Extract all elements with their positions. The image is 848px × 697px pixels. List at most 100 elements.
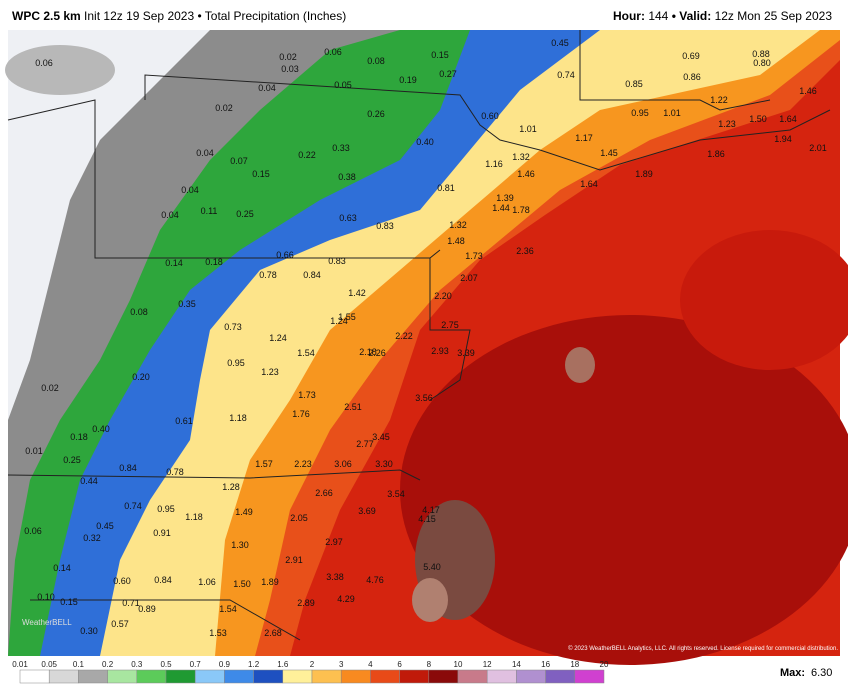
precip-label: 0.78 <box>259 270 277 280</box>
legend-swatch <box>136 669 167 684</box>
precip-label: 1.73 <box>298 390 316 400</box>
precip-label: 1.64 <box>779 114 797 124</box>
precip-label: 0.10 <box>37 592 55 602</box>
legend-swatch <box>311 669 342 684</box>
precip-label: 3.56 <box>415 393 433 403</box>
precip-label: 0.14 <box>165 258 183 268</box>
precip-label: 0.11 <box>201 206 218 216</box>
border <box>429 258 471 401</box>
precip-label: 0.32 <box>83 533 101 543</box>
precip-label: 0.03 <box>281 64 299 74</box>
precip-label: 0.45 <box>551 38 569 48</box>
precip-label: 4.76 <box>366 575 384 585</box>
precip-label: 2.18 <box>359 347 377 357</box>
red-area <box>680 230 848 370</box>
precip-label: 0.78 <box>166 467 184 477</box>
precip-label: 0.63 <box>339 213 357 223</box>
precip-label: 1.24 <box>269 333 287 343</box>
legend-swatch <box>574 669 605 684</box>
precip-label: 1.49 <box>235 507 253 517</box>
legend-tick-label: 6 <box>397 660 402 669</box>
precip-label: 0.80 <box>753 58 771 68</box>
precip-label: 0.83 <box>328 256 346 266</box>
legend-tick-label: 0.1 <box>73 660 85 669</box>
precip-label: 1.50 <box>233 579 251 589</box>
legend-tick-label: 8 <box>427 660 432 669</box>
header-left: WPC 2.5 km Init 12z 19 Sep 2023 • Total … <box>12 9 346 23</box>
precip-label: 0.95 <box>631 108 649 118</box>
precip-label: 1.17 <box>575 133 593 143</box>
precip-label: 0.33 <box>332 143 350 153</box>
precip-label: 0.25 <box>63 455 81 465</box>
precip-label: 1.24 <box>330 316 348 326</box>
precip-label: 2.97 <box>325 537 343 547</box>
precip-label: 0.20 <box>132 372 150 382</box>
precip-label: 0.71 <box>122 598 140 608</box>
precip-label: 0.14 <box>53 563 71 573</box>
precip-label: 2.77 <box>356 439 374 449</box>
precip-label: 1.39 <box>496 193 514 203</box>
precip-label: 2.93 <box>431 346 449 356</box>
precip-label: 2.22 <box>395 331 413 341</box>
pale-area <box>412 578 448 622</box>
precip-label: 0.15 <box>252 169 270 179</box>
precip-label: 0.01 <box>25 446 43 456</box>
precip-label: 2.75 <box>441 320 459 330</box>
valid-label: • Valid: <box>671 9 712 23</box>
precip-label: 0.08 <box>367 56 385 66</box>
precip-label: 1.01 <box>663 108 681 118</box>
precip-label: 3.38 <box>326 572 344 582</box>
precip-label: 3.39 <box>457 348 475 358</box>
precip-label: 0.35 <box>178 299 196 309</box>
legend-tick-label: 14 <box>512 660 521 669</box>
legend-tick-label: 10 <box>454 660 463 669</box>
legend-swatch <box>340 669 371 684</box>
legend-swatch <box>545 669 576 684</box>
precip-label: 1.06 <box>198 577 216 587</box>
band-white <box>8 30 210 420</box>
precip-label: 0.83 <box>376 221 394 231</box>
band-gray <box>8 30 400 656</box>
precip-label: 0.15 <box>431 50 449 60</box>
precip-label: 0.85 <box>625 79 643 89</box>
legend-swatch <box>516 669 546 684</box>
legend-swatch <box>486 669 517 684</box>
legend-tick-label: 12 <box>483 660 492 669</box>
legend-swatch <box>457 669 488 684</box>
precip-label: 0.45 <box>96 521 114 531</box>
precip-label: 0.69 <box>682 51 700 61</box>
legend-swatch <box>428 669 459 684</box>
precip-labels: 0.06 0.02 0.03 0.06 0.08 0.15 0.45 0.69 0.800.88… <box>24 38 827 638</box>
precip-label: 0.22 <box>298 150 316 160</box>
precip-label: 0.02 <box>215 103 233 113</box>
coast <box>539 109 831 171</box>
precip-label: 2.68 <box>264 628 282 638</box>
precip-label: 1.54 <box>297 348 315 358</box>
precip-label: 0.25 <box>236 209 254 219</box>
hour: 144 <box>648 9 669 23</box>
precip-label: 0.04 <box>196 148 214 158</box>
legend-swatch <box>282 669 313 684</box>
legend-tick-label: 0.2 <box>102 660 114 669</box>
precip-label: 0.30 <box>80 626 98 636</box>
precip-label: 1.94 <box>774 134 792 144</box>
precip-label: 0.84 <box>303 270 321 280</box>
precip-label: 1.48 <box>447 236 465 246</box>
precip-label: 0.61 <box>175 416 193 426</box>
precip-label: 1.32 <box>449 220 467 230</box>
hour-label: Hour: <box>612 9 645 23</box>
legend-tick-label: 18 <box>570 660 579 669</box>
precip-label: 0.40 <box>92 424 110 434</box>
watermark: WeatherBELL <box>22 618 72 627</box>
precip-label: 0.74 <box>557 70 575 80</box>
pale-area <box>565 347 595 383</box>
precip-label: 0.27 <box>439 69 457 79</box>
precip-label: 3.69 <box>358 506 376 516</box>
legend-swatch <box>165 669 196 684</box>
precip-label: 1.23 <box>718 119 736 129</box>
precip-label: 0.60 <box>481 111 499 121</box>
valid: 12z Mon 25 Sep 2023 <box>714 9 832 23</box>
border <box>7 469 421 481</box>
precip-label: 0.66 <box>276 250 294 260</box>
